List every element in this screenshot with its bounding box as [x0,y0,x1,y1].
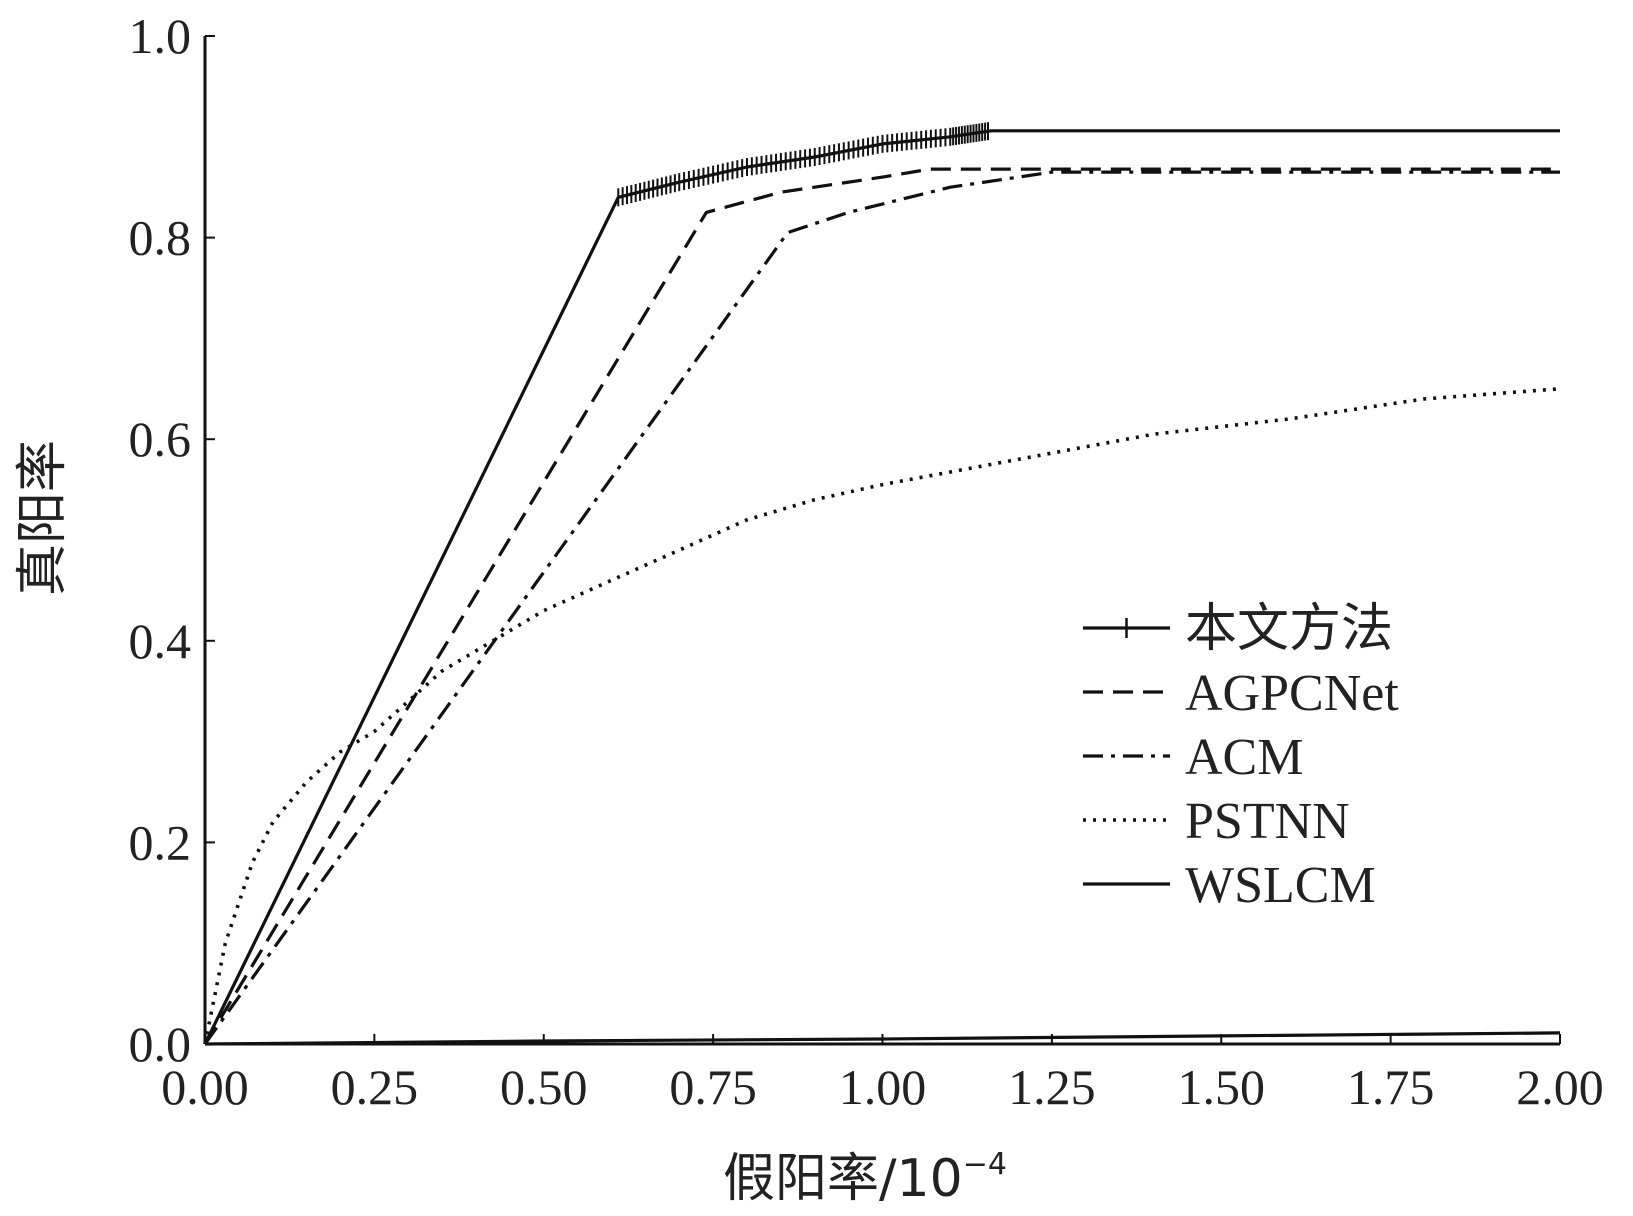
series-markers [617,122,989,207]
x-tick-label: 0.50 [500,1059,588,1115]
x-tick-label: 0.25 [331,1059,419,1115]
legend: 本文方法 AGPCNet ACM PSTNN WSLCM [1083,599,1399,914]
legend-label-1: 本文方法 [1185,599,1393,659]
x-axis-title: 假阳率/10−4 [723,1147,1007,1209]
series-line-4 [203,387,1561,1045]
y-axis-title: 真阳率 [13,440,73,596]
legend-label-2: AGPCNet [1185,665,1399,722]
x-ticks: 0.00 0.25 0.50 0.75 1.00 1.25 1.50 1.75 2.00 [161,1034,1604,1115]
series-line-2 [203,167,1560,1045]
y-tick-label: 0.2 [129,814,192,870]
x-tick-label: 1.25 [1008,1059,1096,1115]
x-tick-label: 1.50 [1178,1059,1266,1115]
series-layer [203,122,1561,1046]
y-tick-label: 0.0 [129,1016,192,1072]
legend-label-5: WSLCM [1185,857,1376,914]
x-tick-label: 0.75 [669,1059,757,1115]
y-tick-label: 0.4 [129,613,192,669]
x-tick-label: 0.00 [161,1059,249,1115]
x-axis-title-exponent: −4 [963,1147,1007,1182]
legend-label-4: PSTNN [1185,793,1350,850]
x-axis-title-main: 假阳率/10 [723,1149,963,1209]
y-ticks: 0.0 0.2 0.4 0.6 0.8 1.0 [129,8,215,1072]
y-tick-label: 1.0 [129,8,192,64]
x-tick-label: 1.75 [1347,1059,1435,1115]
y-tick-label: 0.6 [129,411,192,467]
y-tick-label: 0.8 [129,210,192,266]
series-line-5 [204,1031,1561,1046]
x-tick-label: 2.00 [1516,1059,1604,1115]
axes: 0.00 0.25 0.50 0.75 1.00 1.25 1.50 1.75 2.00 0.0… [129,8,1604,1115]
legend-label-3: ACM [1185,729,1303,786]
x-tick-label: 1.00 [839,1059,927,1115]
